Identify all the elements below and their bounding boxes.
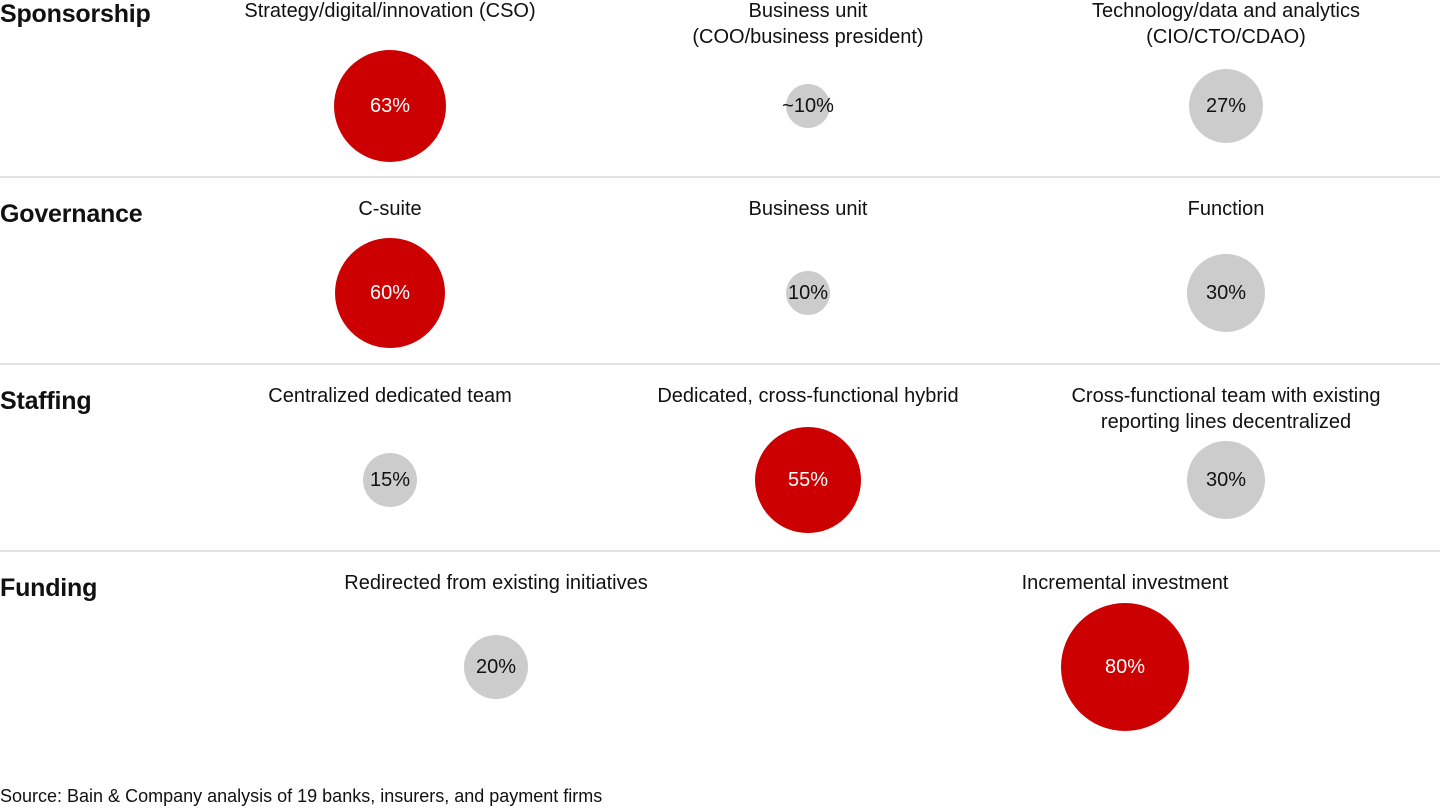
row-label: Funding [0,574,98,602]
row-staffing: Staffing Centralized dedicated team 15% Ded… [0,373,1440,560]
category-label: C-suite [358,198,422,220]
bubble-value-label: ~10% [782,94,834,117]
bubble-value-label: 60% [369,281,411,304]
bubble-value-label: 27% [1205,94,1247,117]
bubble-value-label: 80% [1104,655,1146,678]
category-label: Incremental investment [1021,572,1229,594]
bubble-highlighted: 55% [755,427,861,533]
row-divider [0,363,1440,365]
category-label: Cross-functional team with existing repor… [1071,385,1381,433]
category-label: Business unit (COO/business president) [692,0,924,48]
bubble: 30% [1187,254,1265,332]
bubble-value-label: 10% [787,281,829,304]
bubble: 30% [1187,441,1265,519]
category-label: Dedicated, cross-functional hybrid [657,385,959,407]
bubble-value-label: 20% [475,655,517,678]
row-divider [0,550,1440,552]
bubble: 27% [1189,69,1263,143]
row-label: Sponsorship [0,0,151,28]
row-label: Governance [0,200,143,228]
category-label: Centralized dedicated team [268,385,512,407]
source-note: Source: Bain & Company analysis of 19 ba… [0,786,603,806]
bubble-value-label: 63% [369,94,411,117]
bubble: ~10% [782,84,834,128]
row-sponsorship: Sponsorship Strategy/digital/innovation (… [0,0,1440,187]
bubble-value-label: 30% [1205,468,1247,491]
bubble-value-label: 30% [1205,281,1247,304]
bubble-value-label: 55% [787,468,829,491]
bubble: 15% [363,453,417,507]
category-label: Function [1187,198,1265,220]
bubble-value-label: 15% [369,468,411,491]
bubble-highlighted: 60% [335,238,445,348]
bubble: 10% [786,271,830,315]
row-governance: Governance C-suite 60% Business unit 10% Func… [0,186,1440,373]
row-label: Staffing [0,387,92,415]
category-label: Business unit [748,198,868,220]
row-funding: Funding Redirected from existing initiati… [0,560,1440,747]
category-label: Technology/data and analytics (CIO/CTO/CD… [1092,0,1360,48]
category-label: Redirected from existing initiatives [344,572,648,594]
bubble: 20% [464,635,528,699]
row-divider [0,176,1440,178]
category-label: Strategy/digital/innovation (CSO) [244,0,536,22]
bubble-highlighted: 80% [1061,603,1189,731]
bubble-highlighted: 63% [334,50,446,162]
